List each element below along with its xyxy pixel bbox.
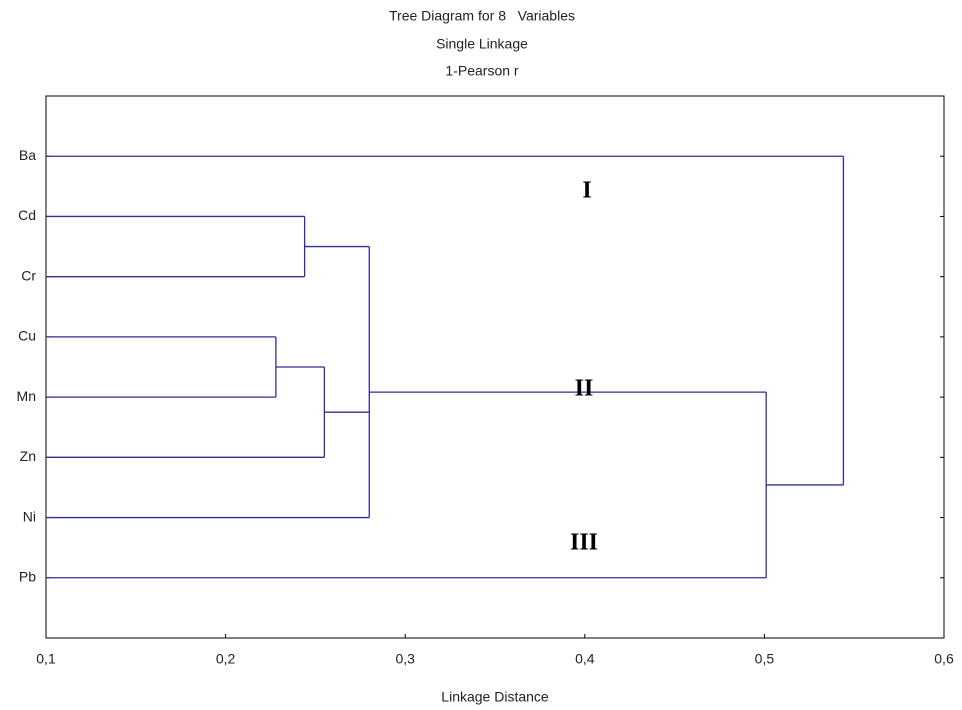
- y-tick-label: Mn: [17, 388, 36, 404]
- chart-title: Tree Diagram for 8 Variables: [389, 8, 575, 24]
- x-tick-label: 0,3: [395, 651, 415, 667]
- chart-subtitle: Single Linkage: [436, 36, 528, 52]
- cluster-label: III: [570, 530, 598, 556]
- y-tick-label: Pb: [19, 568, 36, 584]
- x-axis-label: Linkage Distance: [441, 689, 549, 705]
- chart-subtitle: 1-Pearson r: [445, 63, 518, 79]
- y-tick-label: Ba: [19, 147, 36, 163]
- x-tick-label: 0,1: [36, 651, 56, 667]
- y-tick-label: Zn: [20, 448, 36, 464]
- cluster-label: II: [575, 376, 594, 402]
- x-tick-label: 0,2: [216, 651, 236, 667]
- x-tick-label: 0,4: [575, 651, 595, 667]
- y-tick-label: Cr: [21, 267, 36, 283]
- x-tick-label: 0,5: [755, 651, 775, 667]
- y-tick-label: Cu: [18, 328, 36, 344]
- y-tick-label: Cd: [18, 207, 36, 223]
- y-tick-label: Ni: [23, 508, 36, 524]
- plot-frame: [45, 95, 945, 639]
- cluster-label: I: [582, 178, 591, 204]
- x-tick-label: 0,6: [934, 651, 954, 667]
